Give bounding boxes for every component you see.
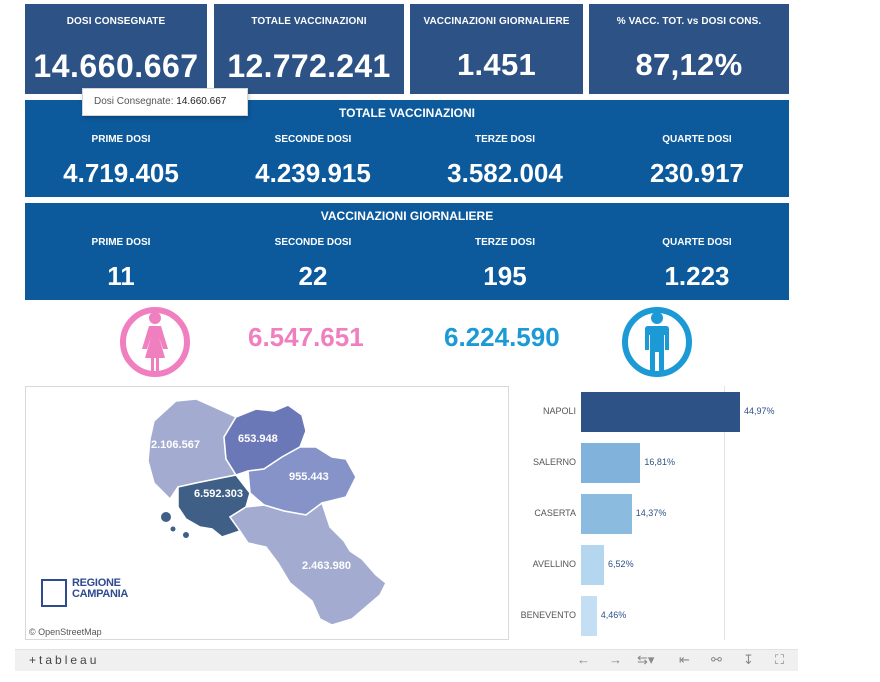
map-value-napoli: 6.592.303 — [194, 488, 243, 500]
bar-label: BENEVENTO — [520, 610, 576, 620]
bar[interactable] — [581, 443, 641, 483]
kpi-value: 1.451 — [456, 47, 537, 82]
stat-value: 230.917 — [650, 158, 744, 188]
province-salerno — [228, 501, 387, 626]
stat-label: PRIME DOSI — [91, 237, 151, 248]
map-svg: 2.106.567 653.948 955.443 6.592.303 2.46… — [147, 398, 387, 626]
tableau-toolbar: +tableau ← → ⇆▾ ⇤ ⚯ ↧ ⛶ — [15, 649, 798, 671]
bar-label: CASERTA — [534, 508, 576, 518]
stat-label: SECONDE DOSI — [274, 134, 352, 145]
province-bar-chart: NAPOLI 44,97% SALERNO 16,81% CASERTA 14,37% AV… — [515, 386, 790, 640]
province-avellino — [247, 446, 357, 516]
bar[interactable] — [581, 596, 597, 636]
kpi-percentuale-vaccinazioni[interactable]: % VACC. TOT. vs DOSI CONS. 87,12% — [589, 4, 789, 94]
male-icon — [622, 307, 692, 377]
bar-value-label: 6,52% — [608, 559, 634, 569]
kpi-label: TOTALE VACCINAZIONI — [251, 16, 367, 27]
reset-icon[interactable]: ⇤ — [679, 652, 690, 667]
stat-value: 195 — [483, 261, 527, 291]
stat-label: QUARTE DOSI — [662, 134, 732, 145]
band-title: TOTALE VACCINAZIONI — [339, 106, 475, 120]
bar-value-label: 44,97% — [744, 406, 775, 416]
kpi-dosi-consegnate[interactable]: DOSI CONSEGNATE 14.660.667 — [25, 4, 207, 94]
kpi-totale-vaccinazioni[interactable]: TOTALE VACCINAZIONI 12.772.241 — [214, 4, 404, 94]
bar-row[interactable]: SALERNO 16,81% — [515, 443, 790, 483]
bar[interactable] — [581, 545, 605, 585]
bar-row[interactable]: BENEVENTO 4,46% — [515, 596, 790, 636]
share-icon[interactable]: ⚯ — [711, 652, 722, 667]
stat-label: SECONDE DOSI — [274, 237, 352, 248]
axis-gridline — [724, 386, 725, 640]
map-value-avellino: 955.443 — [289, 471, 329, 483]
band-title: VACCINAZIONI GIORNALIERE — [320, 209, 494, 223]
stat-value: 11 — [107, 261, 135, 291]
redo-icon[interactable]: → — [609, 652, 622, 667]
male-count: 6.224.590 — [444, 322, 560, 352]
regione-campania-logo: REGIONE CAMPANIA — [41, 578, 135, 608]
fullscreen-icon[interactable]: ⛶ — [775, 652, 785, 667]
map-attribution[interactable]: © OpenStreetMap — [29, 627, 102, 637]
bar-row[interactable]: NAPOLI 44,97% — [515, 392, 790, 432]
bar[interactable] — [581, 392, 740, 432]
kpi-vaccinazioni-giornaliere[interactable]: VACCINAZIONI GIORNALIERE 1.451 — [410, 4, 583, 94]
stat-label: TERZE DOSI — [474, 237, 535, 248]
bar-row[interactable]: AVELLINO 6,52% — [515, 545, 790, 585]
bar-label: SALERNO — [532, 457, 576, 467]
kpi-value: 12.772.241 — [227, 48, 391, 84]
tableau-logo[interactable]: +tableau — [29, 653, 100, 667]
logo-text: REGIONE CAMPANIA — [72, 577, 129, 600]
revert-icon[interactable]: ⇆▾ — [637, 652, 655, 667]
logo-shield — [41, 579, 67, 607]
download-icon[interactable]: ↧ — [743, 652, 754, 667]
bar-row[interactable]: CASERTA 14,37% — [515, 494, 790, 534]
bar[interactable] — [581, 494, 632, 534]
kpi-value: 14.660.667 — [33, 48, 199, 84]
stat-value: 1.223 — [664, 261, 730, 291]
stat-label: TERZE DOSI — [474, 134, 535, 145]
undo-icon[interactable]: ← — [577, 652, 590, 667]
tooltip-value: 14.660.667 — [176, 96, 227, 107]
kpi-label: DOSI CONSEGNATE — [66, 16, 166, 27]
stat-value: 4.239.915 — [255, 158, 371, 188]
stat-value: 3.582.004 — [447, 158, 563, 188]
map-value-benevento: 653.948 — [238, 433, 278, 445]
campania-map[interactable]: 2.106.567 653.948 955.443 6.592.303 2.46… — [25, 386, 509, 640]
female-count: 6.547.651 — [248, 322, 364, 352]
dosi-consegnate-tooltip: Dosi Consegnate: 14.660.667 — [82, 88, 248, 116]
female-icon — [120, 307, 190, 377]
stat-label: QUARTE DOSI — [662, 237, 732, 248]
kpi-label: % VACC. TOT. vs DOSI CONS. — [616, 16, 762, 27]
kpi-label: VACCINAZIONI GIORNALIERE — [423, 16, 570, 27]
map-value-caserta: 2.106.567 — [151, 439, 200, 451]
stat-value: 4.719.405 — [63, 158, 179, 188]
bar-value-label: 14,37% — [635, 508, 667, 518]
bar-value-label: 4,46% — [600, 610, 627, 620]
kpi-value: 87,12% — [635, 47, 743, 82]
totale-vaccinazioni-band: TOTALE VACCINAZIONI PRIME DOSI 4.719.405… — [25, 100, 789, 197]
stat-value: 22 — [298, 261, 328, 291]
map-value-salerno: 2.463.980 — [302, 560, 351, 572]
tooltip-label: Dosi Consegnate: — [94, 96, 174, 107]
bar-label: AVELLINO — [532, 559, 576, 569]
stat-label: PRIME DOSI — [91, 134, 151, 145]
vaccinazioni-giornaliere-band: VACCINAZIONI GIORNALIERE PRIME DOSI 11 S… — [25, 203, 789, 300]
bar-value-label: 16,81% — [644, 457, 675, 467]
bar-label: NAPOLI — [542, 406, 576, 416]
